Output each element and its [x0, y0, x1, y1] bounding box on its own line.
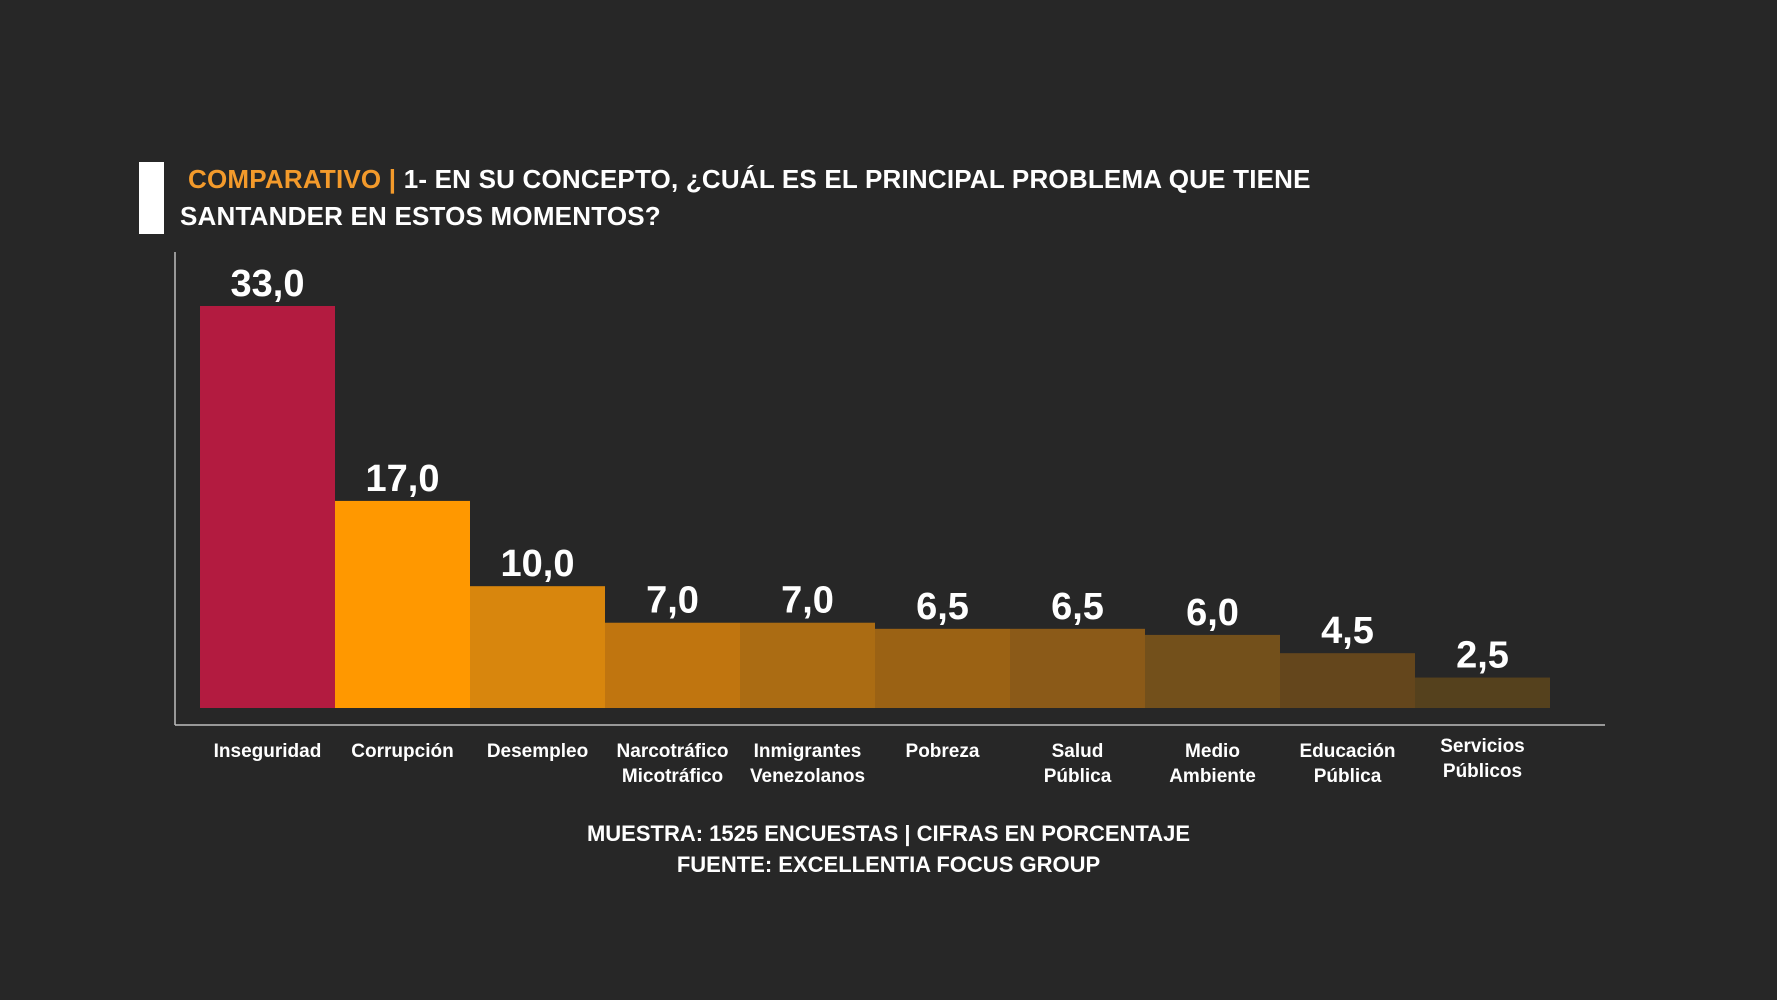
category-label-8-line-1: Medio [1185, 741, 1240, 762]
bar-2 [335, 500, 470, 708]
category-label-9-line-2: Pública [1314, 766, 1382, 787]
value-label-5: 7,0 [781, 580, 834, 622]
value-label-9: 4,5 [1321, 610, 1374, 652]
footer-sample-note: MUESTRA: 1525 ENCUESTAS | CIFRAS EN PORC… [586, 821, 1191, 846]
category-label-4-line-1: Narcotráfico [617, 741, 729, 762]
category-label-10-line-1: Servicios [1440, 736, 1525, 757]
category-label-7-line-1: Salud [1052, 741, 1104, 762]
title-prefix: COMPARATIVO | [188, 164, 397, 194]
category-label-2: Corrupción [351, 741, 453, 762]
category-label-5-line-2: Venezolanos [750, 766, 865, 787]
bar-3 [470, 586, 605, 708]
bar-8 [1145, 634, 1280, 708]
category-label-9-line-1: Educación [1299, 741, 1395, 762]
title-line-1: 1- EN SU CONCEPTO, ¿CUÁL ES EL PRINCIPAL… [403, 164, 1311, 194]
bar-6 [875, 628, 1010, 708]
title-accent-bar [139, 162, 164, 234]
value-label-4: 7,0 [646, 580, 699, 622]
category-label-3: Desempleo [487, 741, 588, 762]
value-label-7: 6,5 [1051, 586, 1104, 628]
value-label-2: 17,0 [366, 458, 440, 500]
value-label-6: 6,5 [916, 586, 969, 628]
chart-footer: MUESTRA: 1525 ENCUESTAS | CIFRAS EN PORC… [0, 818, 1777, 880]
category-label-4-line-2: Micotráfico [622, 766, 723, 787]
category-label-6: Pobreza [906, 741, 980, 762]
category-label-1: Inseguridad [214, 741, 322, 762]
category-label-8-line-2: Ambiente [1169, 766, 1256, 787]
bar-9 [1280, 653, 1415, 708]
bar-5 [740, 622, 875, 708]
bar-4 [605, 622, 740, 708]
bar-1 [200, 306, 335, 708]
bar-7 [1010, 628, 1145, 708]
value-label-10: 2,5 [1456, 635, 1509, 677]
bar-10 [1415, 677, 1550, 708]
value-label-8: 6,0 [1186, 592, 1239, 634]
category-label-5-line-1: Inmigrantes [754, 741, 862, 762]
category-label-10-line-2: Públicos [1443, 761, 1522, 782]
title-line-2: SANTANDER EN ESTOS MOMENTOS? [180, 201, 661, 231]
value-label-3: 10,0 [501, 543, 575, 585]
footer-source-note: FUENTE: EXCELLENTIA FOCUS GROUP [676, 852, 1101, 877]
category-label-7-line-2: Pública [1044, 766, 1112, 787]
chart-title: COMPARATIVO | 1- EN SU CONCEPTO, ¿CUÁL E… [180, 161, 1311, 235]
value-label-1: 33,0 [231, 263, 305, 305]
